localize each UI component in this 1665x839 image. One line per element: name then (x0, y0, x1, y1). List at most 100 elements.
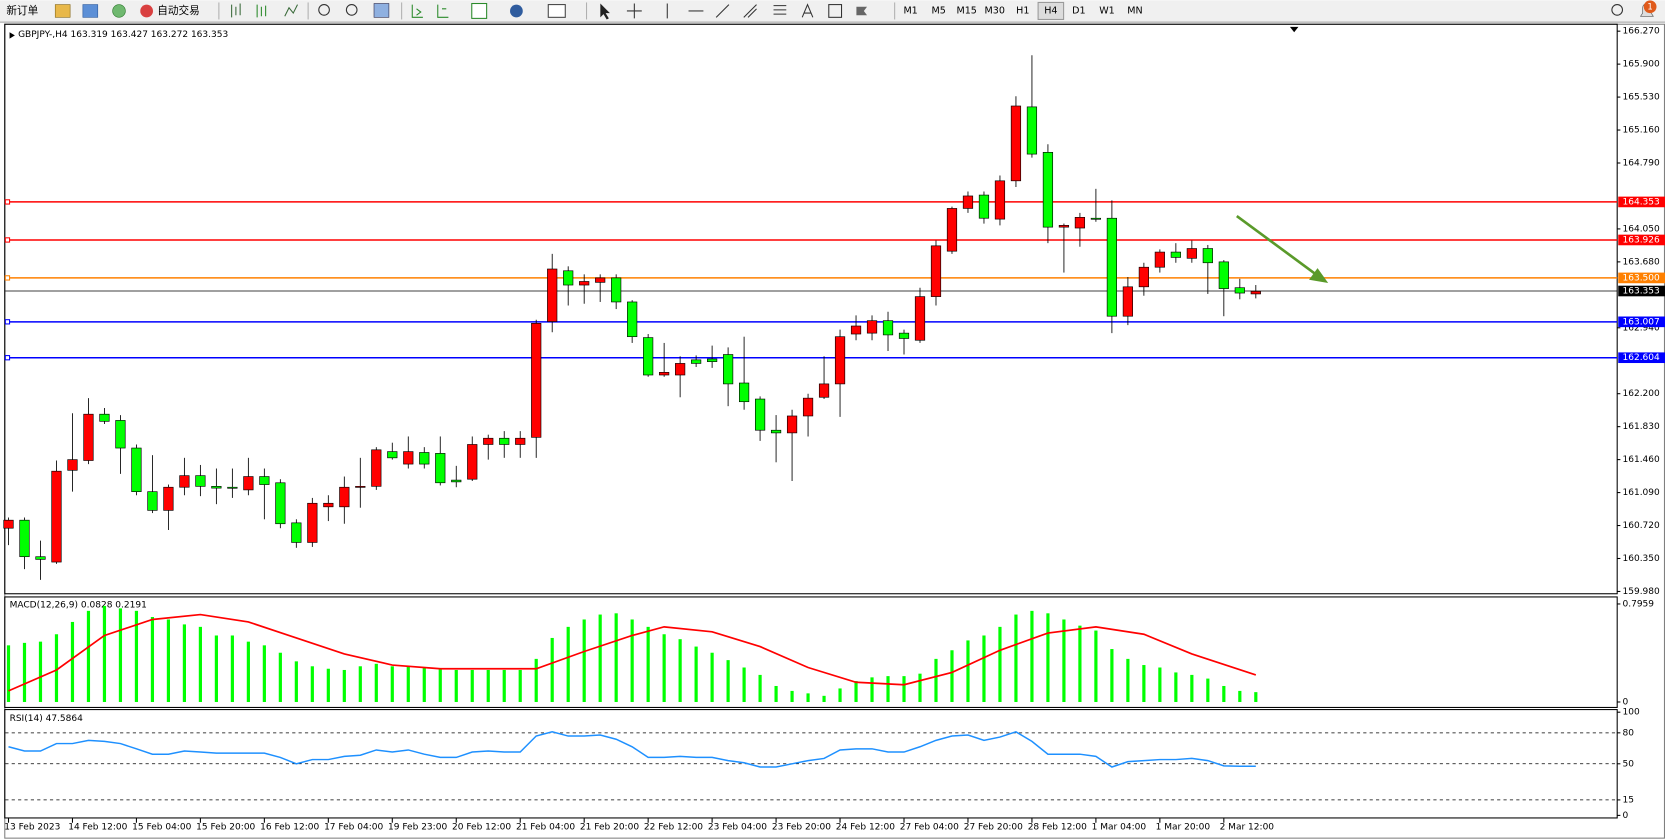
macd-bar (150, 617, 155, 702)
y-tick-label: 160.350 (1622, 554, 1660, 564)
macd-bar (1142, 665, 1146, 702)
arrow-shaft (1236, 214, 1319, 277)
candle-body (1202, 248, 1213, 264)
candle-body (579, 281, 590, 286)
channel-tool[interactable] (743, 4, 757, 18)
macd-bar (6, 645, 11, 702)
macd-bar (470, 669, 474, 702)
icon[interactable] (140, 4, 154, 18)
zoom-out[interactable] (345, 4, 358, 16)
icon[interactable] (112, 4, 126, 18)
candle-body (1250, 290, 1261, 295)
y-tick-label: 159.980 (1622, 587, 1660, 597)
x-tick-label: 27 Feb 20:00 (964, 822, 1023, 832)
new-order-label[interactable]: 新订单 (6, 4, 38, 17)
icon[interactable] (54, 4, 71, 18)
text-tool[interactable] (801, 3, 814, 18)
crosshair-tool[interactable] (626, 3, 642, 19)
macd-bar (182, 624, 186, 702)
macd-bar (902, 676, 906, 702)
macd-bar (886, 676, 890, 702)
timeframe-button[interactable]: M1 (903, 5, 917, 16)
price-tag-label: 163.500 (1622, 273, 1660, 283)
price-tag (1618, 285, 1665, 297)
level-handle (4, 319, 11, 325)
y-tick-label: 161.830 (1622, 422, 1660, 432)
candle-body (83, 413, 94, 461)
x-tick-label: 19 Feb 23:00 (388, 822, 447, 832)
timeframe-button[interactable]: M5 (931, 5, 945, 16)
x-tick-label: 21 Feb 04:00 (516, 822, 575, 832)
trendline-tool[interactable] (715, 4, 730, 18)
label-tool[interactable] (828, 4, 843, 18)
search[interactable] (1611, 4, 1624, 16)
macd-bar (870, 677, 874, 702)
candle-body (51, 470, 62, 563)
candle-body (1058, 225, 1070, 228)
timeframe-button[interactable]: MN (1127, 5, 1142, 16)
timeframe-button[interactable]: H1 (1016, 5, 1029, 16)
candle-body (307, 502, 318, 543)
candle-body (1122, 286, 1133, 317)
icon[interactable] (231, 3, 241, 18)
icon[interactable] (256, 4, 267, 18)
macd-bar (454, 669, 458, 702)
timeframe-button[interactable]: M15 (957, 5, 977, 16)
y-tick-label: 165.530 (1622, 93, 1660, 103)
price-tag (1618, 272, 1665, 284)
macd-bar (998, 626, 1002, 702)
candle-body (467, 444, 478, 480)
y-tick-label: 164.050 (1622, 224, 1660, 234)
chart-type-icons[interactable] (231, 3, 298, 18)
macd-bar (214, 635, 218, 702)
icon[interactable] (82, 4, 99, 18)
shift[interactable] (437, 4, 449, 18)
price-tag (1618, 316, 1665, 328)
macd-bar (918, 673, 922, 702)
candle-body (1010, 105, 1022, 182)
active-timeframe[interactable] (1037, 1, 1065, 20)
macd-bar (822, 695, 826, 702)
price-tag-label: 164.353 (1622, 197, 1660, 207)
autoscroll[interactable] (411, 4, 423, 18)
candle-body (962, 195, 974, 209)
auto-trading-button[interactable] (136, 2, 211, 20)
x-tick-label: 27 Feb 04:00 (900, 822, 959, 832)
candle-body (3, 519, 14, 529)
macd-bar (1078, 625, 1082, 702)
candle-body (946, 208, 958, 252)
candle-body (643, 337, 654, 376)
templates[interactable] (547, 4, 566, 18)
tile[interactable] (373, 3, 390, 18)
candle-body (19, 519, 30, 558)
timeframe-button[interactable]: W1 (1099, 5, 1115, 16)
icon[interactable] (284, 4, 298, 17)
macd-bar (1190, 674, 1194, 702)
macd-bar (358, 666, 362, 702)
macd-bar (934, 658, 938, 702)
candle-body (131, 447, 142, 493)
macd-bar (1126, 658, 1130, 702)
x-tick-label: 17 Feb 04:00 (324, 822, 383, 832)
x-tick-label: 1 Mar 04:00 (1092, 822, 1147, 832)
cursor-tool[interactable] (600, 3, 610, 20)
fibo-tool[interactable] (773, 5, 787, 15)
auto-trading-label[interactable]: 自动交易 (157, 4, 199, 17)
macd-bar (806, 693, 810, 702)
periods[interactable] (510, 4, 523, 18)
indicators[interactable] (471, 2, 488, 19)
x-tick-label: 24 Feb 12:00 (836, 822, 895, 832)
timeframe-button[interactable]: H4 (1044, 5, 1057, 16)
macd-bar (742, 667, 746, 702)
timeframe-button[interactable]: M30 (985, 5, 1005, 16)
macd-bar (118, 608, 123, 702)
arrows-tool[interactable] (856, 6, 868, 16)
zoom-in[interactable] (318, 4, 330, 16)
candle-body (179, 475, 190, 488)
candle-body (770, 429, 782, 434)
candle-body (387, 451, 398, 459)
x-tick-label: 23 Feb 04:00 (708, 822, 767, 832)
timeframe-button[interactable]: D1 (1072, 5, 1085, 16)
new-order-button[interactable] (2, 2, 47, 20)
